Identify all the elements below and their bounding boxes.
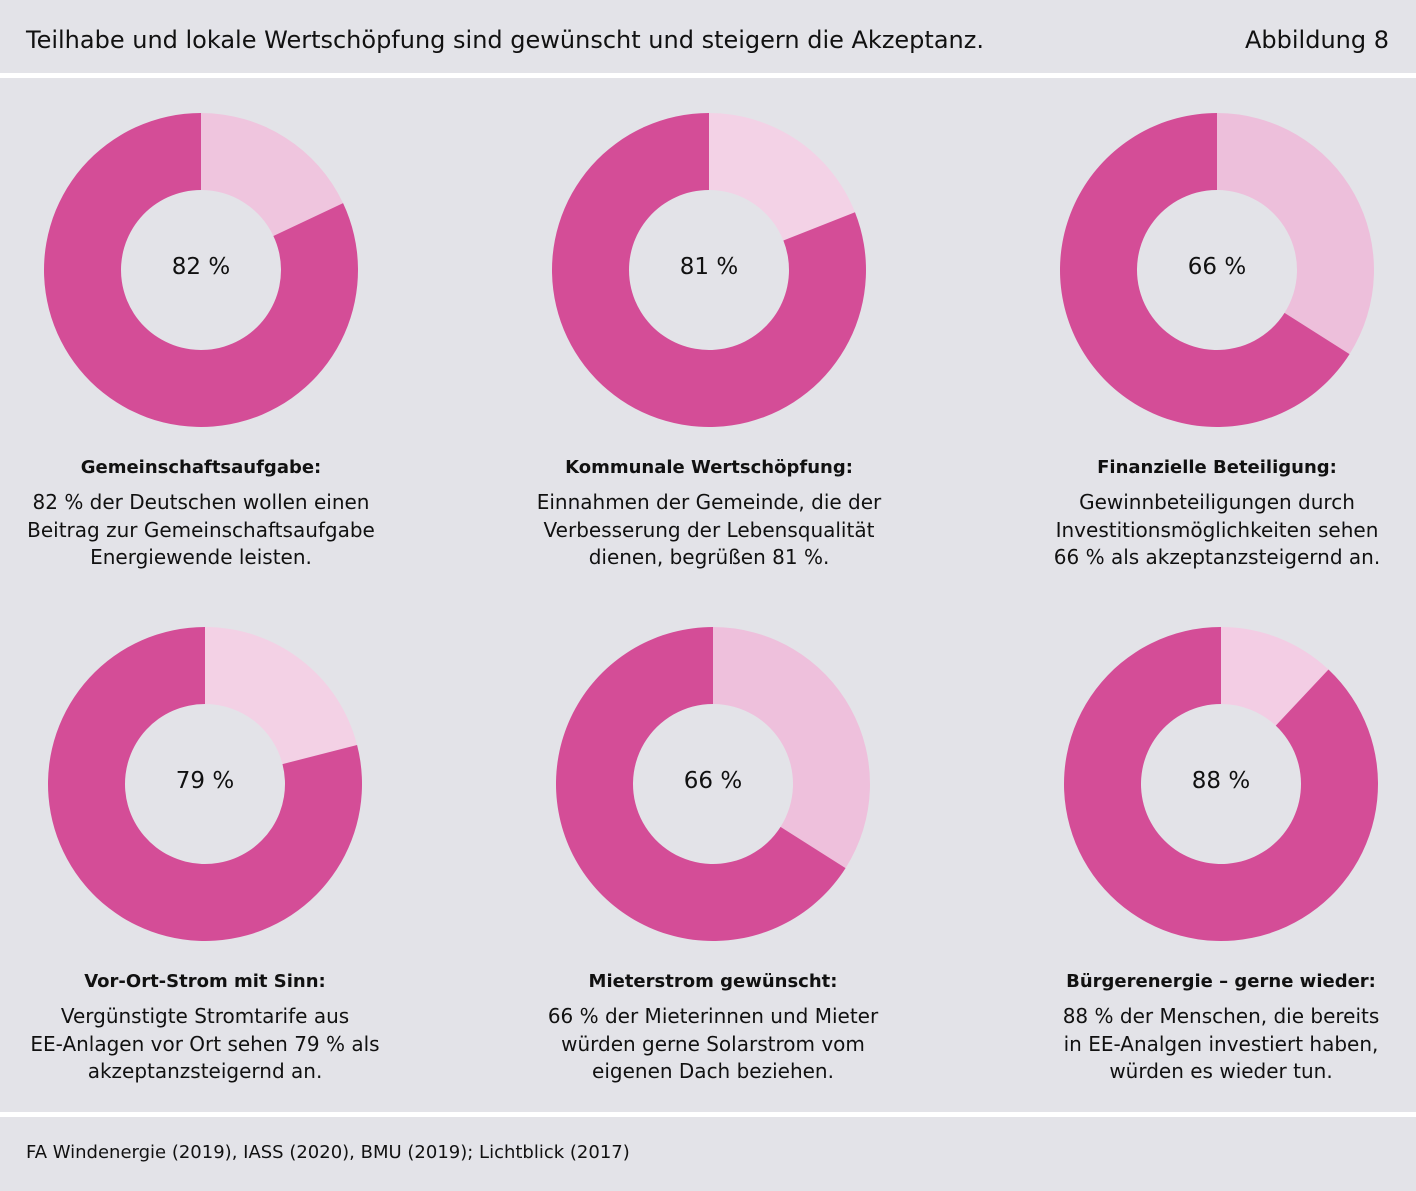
- donut-segment-value: [48, 627, 363, 941]
- panel-caption: Einnahmen der Gemeinde, die der Verbesse…: [519, 489, 899, 572]
- donut-segment-remainder: [1217, 113, 1374, 355]
- panel-title: Mieterstrom gewünscht:: [588, 971, 838, 992]
- panel-title: Bürgerenergie – gerne wieder:: [1066, 971, 1376, 992]
- panel-title: Gemeinschaftsaufgabe:: [80, 457, 322, 478]
- caption-line: 66 % als akzeptanzsteigernd an.: [1053, 545, 1381, 569]
- chart-panel: 66 % Finanzielle Beteiligung: Gewinnbete…: [1027, 110, 1407, 580]
- donut-segment-remainder: [713, 627, 870, 869]
- chart-panel: 82 % Gemeinschaftsaufgabe: 82 % der Deut…: [11, 110, 391, 580]
- donut-chart: 79 %: [48, 627, 363, 941]
- panel-caption: Gewinnbeteiligungen durch Investitionsmö…: [1027, 489, 1407, 572]
- donut-segment-remainder: [709, 113, 855, 241]
- panel-title: Finanzielle Beteiligung:: [1097, 457, 1337, 478]
- donut-center-label: 81 %: [680, 254, 738, 280]
- donut-segments: [48, 627, 363, 941]
- panel-title: Vor-Ort-Strom mit Sinn:: [84, 971, 326, 992]
- donut-center-label: 88 %: [1192, 768, 1250, 794]
- donut-center-label: 79 %: [176, 768, 234, 794]
- caption-line: Einnahmen der Gemeinde, die der: [536, 490, 882, 514]
- caption-line: EE-Anlagen vor Ort sehen 79 % als: [30, 1031, 380, 1056]
- caption-line: Gewinnbeteiligungen durch: [1079, 490, 1355, 514]
- donut-segment-value: [1060, 113, 1350, 427]
- chart-panel: 79 % Vor-Ort-Strom mit Sinn: Vergünstigt…: [15, 624, 395, 1094]
- caption-line: 82 % der Deutschen wollen einen: [32, 490, 370, 514]
- donut-segment-remainder: [1221, 627, 1329, 726]
- footer-divider: [0, 1112, 1416, 1117]
- donut-center-label: 82 %: [172, 254, 230, 280]
- donut-chart: 88 %: [1064, 627, 1378, 941]
- donut-segments: [556, 627, 870, 941]
- caption-line: Verbesserung der Lebensqualität: [543, 517, 875, 542]
- figure-footer: FA Windenergie (2019), IASS (2020), BMU …: [0, 1117, 1416, 1191]
- donut-segments: [1064, 627, 1378, 941]
- donut-chart: 66 %: [556, 627, 870, 941]
- donut-segments: [44, 113, 358, 427]
- figure-number: Abbildung 8: [1244, 26, 1389, 54]
- caption-line: Energiewende leisten.: [90, 545, 312, 569]
- panel-caption: 88 % der Menschen, die bereits in EE-Ana…: [1031, 1003, 1411, 1086]
- caption-line: Vergünstigte Stromtarife aus: [60, 1004, 350, 1028]
- panel-caption: 66 % der Mieterinnen und Mieter würden g…: [523, 1003, 903, 1086]
- donut-chart: 82 %: [44, 113, 358, 427]
- donut-center-label: 66 %: [684, 768, 742, 794]
- caption-line: würden gerne Solarstrom vom: [561, 1031, 865, 1056]
- caption-line: in EE-Analgen investiert haben,: [1063, 1031, 1379, 1056]
- caption-line: 66 % der Mieterinnen und Mieter: [547, 1004, 879, 1028]
- donut-segment-value: [44, 113, 358, 427]
- chart-panel: 66 % Mieterstrom gewünscht: 66 % der Mie…: [523, 624, 903, 1094]
- caption-line: Investitionsmöglichkeiten sehen: [1055, 517, 1379, 542]
- chart-panel: 88 % Bürgerenergie – gerne wieder: 88 % …: [1031, 624, 1411, 1094]
- panel-caption: 82 % der Deutschen wollen einen Beitrag …: [11, 489, 391, 572]
- donut-segments: [1060, 113, 1374, 427]
- donut-chart: 81 %: [552, 113, 866, 427]
- donut-segment-value: [552, 113, 866, 427]
- header-divider: [0, 73, 1416, 78]
- source-note: FA Windenergie (2019), IASS (2020), BMU …: [26, 1142, 630, 1163]
- caption-line: dienen, begrüßen 81 %.: [588, 545, 830, 569]
- panel-caption: Vergünstigte Stromtarife aus EE-Anlagen …: [15, 1003, 395, 1086]
- panel-title: Kommunale Wertschöpfung:: [565, 457, 853, 478]
- figure-title: Teilhabe und lokale Wertschöpfung sind g…: [26, 26, 984, 54]
- figure-header: Teilhabe und lokale Wertschöpfung sind g…: [0, 0, 1416, 73]
- donut-segment-value: [1064, 627, 1378, 941]
- donut-center-label: 66 %: [1188, 254, 1246, 280]
- donut-segment-value: [556, 627, 846, 941]
- caption-line: 88 % der Menschen, die bereits: [1062, 1004, 1380, 1028]
- donut-segment-remainder: [201, 113, 344, 236]
- chart-panel: 81 % Kommunale Wertschöpfung: Einnahmen …: [519, 110, 899, 580]
- donut-chart: 66 %: [1060, 113, 1374, 427]
- caption-line: Beitrag zur Gemeinschaftsaufgabe: [27, 517, 375, 542]
- caption-line: eigenen Dach beziehen.: [592, 1059, 834, 1083]
- donut-segments: [552, 113, 866, 427]
- donut-segment-remainder: [205, 627, 358, 765]
- caption-line: akzeptanzsteigernd an.: [87, 1059, 323, 1083]
- caption-line: würden es wieder tun.: [1109, 1059, 1333, 1083]
